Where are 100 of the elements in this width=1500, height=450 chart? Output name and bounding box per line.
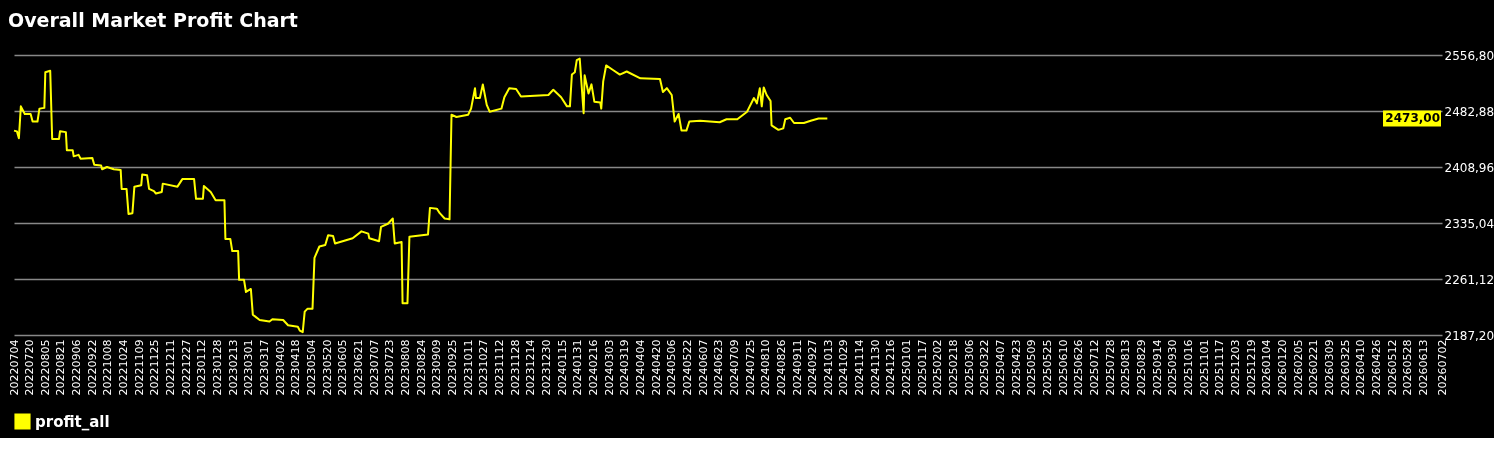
x-tick-label: 20250202 — [931, 339, 945, 396]
x-tick-label: 20231214 — [524, 339, 538, 396]
x-tick-label: 20230301 — [242, 339, 256, 396]
x-tick-label: 20260104 — [1260, 339, 1274, 396]
x-tick-label: 20250728 — [1103, 339, 1117, 396]
x-tick-label: 20240522 — [680, 339, 694, 396]
x-tick-label: 20241114 — [853, 339, 867, 396]
x-tick-label: 20240303 — [602, 339, 616, 396]
x-tick-label: 20250101 — [900, 339, 914, 396]
x-tick-label: 20250117 — [915, 339, 929, 396]
x-tick-label: 20240623 — [712, 339, 726, 396]
x-tick-label: 20251016 — [1182, 339, 1195, 396]
y-tick-label: 2261,12 — [1444, 272, 1495, 287]
x-tick-label: 20250525 — [1041, 339, 1055, 396]
x-tick-label: 20231011 — [461, 339, 475, 396]
x-tick-label: 20221227 — [179, 339, 193, 396]
x-tick-label: 20250829 — [1135, 339, 1149, 396]
x-tick-label: 20260426 — [1369, 339, 1383, 396]
x-tick-label: 20230317 — [258, 339, 272, 396]
x-tick-label: 20241216 — [884, 339, 898, 396]
x-tick-label: 20220720 — [23, 339, 37, 396]
x-tick-label: 20240404 — [633, 339, 647, 396]
x-tick-label: 20221024 — [117, 339, 131, 396]
x-tick-label: 20251117 — [1213, 339, 1227, 396]
x-tick-label: 20221211 — [164, 339, 178, 396]
x-tick-label: 20230925 — [445, 339, 459, 396]
y-tick-label: 2556,80 — [1444, 48, 1495, 63]
x-tick-label: 20221008 — [101, 339, 115, 396]
x-tick-label: 20240131 — [571, 339, 585, 396]
x-tick-label: 20230808 — [399, 339, 412, 396]
x-tick-label: 20231112 — [492, 339, 506, 396]
x-tick-label: 20231027 — [477, 339, 491, 396]
x-tick-label: 20231230 — [539, 339, 553, 396]
x-tick-label: 20240709 — [727, 339, 741, 396]
chart-title: Overall Market Profit Chart — [8, 9, 298, 31]
x-tick-label: 20260205 — [1291, 339, 1305, 396]
x-tick-label: 20250423 — [1009, 339, 1023, 396]
x-tick-label: 20240927 — [806, 339, 820, 396]
x-tick-label: 20260120 — [1275, 339, 1289, 396]
x-tick-label: 20260325 — [1338, 339, 1352, 396]
x-tick-label: 20250322 — [978, 339, 992, 396]
x-tick-label: 20240725 — [743, 339, 757, 396]
x-tick-label: 20230418 — [289, 339, 303, 396]
x-tick-label: 20260221 — [1307, 339, 1321, 396]
x-tick-label: 20251203 — [1228, 339, 1242, 396]
x-tick-label: 20250930 — [1166, 339, 1180, 396]
y-tick-label: 2335,04 — [1444, 216, 1495, 231]
x-tick-label: 20230112 — [195, 339, 209, 396]
x-tick-label: 20250813 — [1119, 339, 1133, 396]
x-tick-label: 20240319 — [618, 339, 632, 396]
x-tick-label: 20240420 — [649, 339, 663, 396]
x-tick-label: 20240810 — [759, 339, 773, 396]
x-tick-label: 20230723 — [383, 339, 397, 396]
x-tick-label: 20221125 — [148, 339, 162, 396]
legend-label: profit_all — [35, 412, 110, 431]
x-tick-label: 20260410 — [1354, 339, 1368, 396]
x-tick-label: 20230128 — [211, 339, 225, 396]
x-tick-label: 20230909 — [430, 339, 444, 396]
x-tick-label: 20251219 — [1244, 339, 1258, 396]
x-tick-label: 20231128 — [508, 339, 522, 396]
x-tick-label: 20260512 — [1385, 339, 1399, 396]
x-tick-label: 20230504 — [305, 339, 319, 396]
x-tick-label: 20241130 — [868, 339, 882, 396]
y-tick-label: 2482,88 — [1444, 104, 1495, 119]
x-tick-label: 20251101 — [1197, 339, 1211, 396]
x-tick-label: 20250610 — [1056, 339, 1070, 396]
x-tick-label: 20260309 — [1322, 339, 1336, 396]
x-tick-label: 20230605 — [336, 339, 350, 396]
x-tick-label: 20230402 — [273, 339, 287, 396]
y-tick-label: 2408,96 — [1444, 160, 1495, 175]
x-tick-label: 20230520 — [320, 339, 334, 396]
x-tick-label: 20241013 — [821, 339, 835, 396]
x-tick-label: 20240506 — [665, 339, 679, 396]
x-tick-label: 20221109 — [132, 339, 146, 396]
x-tick-label: 20220922 — [85, 339, 99, 396]
x-tick-label: 20240826 — [774, 339, 788, 396]
x-tick-label: 20250218 — [947, 339, 961, 396]
x-tick-label: 20250509 — [1025, 339, 1039, 396]
x-tick-label: 20250407 — [994, 339, 1008, 396]
x-tick-label: 20230213 — [226, 339, 240, 396]
x-tick-label: 20240115 — [555, 339, 569, 396]
x-tick-label: 20230621 — [352, 339, 366, 396]
annotation: 2473,00 — [1385, 111, 1440, 126]
x-tick-label: 20250914 — [1150, 339, 1164, 396]
x-tick-label: 20250306 — [962, 339, 976, 396]
x-tick-label: 20220805 — [38, 339, 52, 396]
x-tick-label: 20250626 — [1072, 339, 1086, 396]
x-tick-label: 20241029 — [837, 339, 851, 396]
x-tick-label: 20220906 — [70, 339, 84, 396]
line-series — [13, 57, 829, 334]
x-tick-label: 20220704 — [7, 339, 21, 396]
x-tick-label: 20220821 — [54, 339, 68, 396]
x-tick-label: 20240911 — [790, 339, 804, 396]
x-tick-label: 20240216 — [586, 339, 600, 396]
x-tick-label: 20250712 — [1088, 339, 1102, 396]
x-tick-label: 20230824 — [414, 339, 428, 396]
x-tick-label: 20260528 — [1401, 339, 1415, 396]
x-tick-label: 20240607 — [696, 339, 710, 396]
x-tick-label: 20260613 — [1416, 339, 1430, 396]
x-tick-label: 20230707 — [367, 339, 381, 396]
